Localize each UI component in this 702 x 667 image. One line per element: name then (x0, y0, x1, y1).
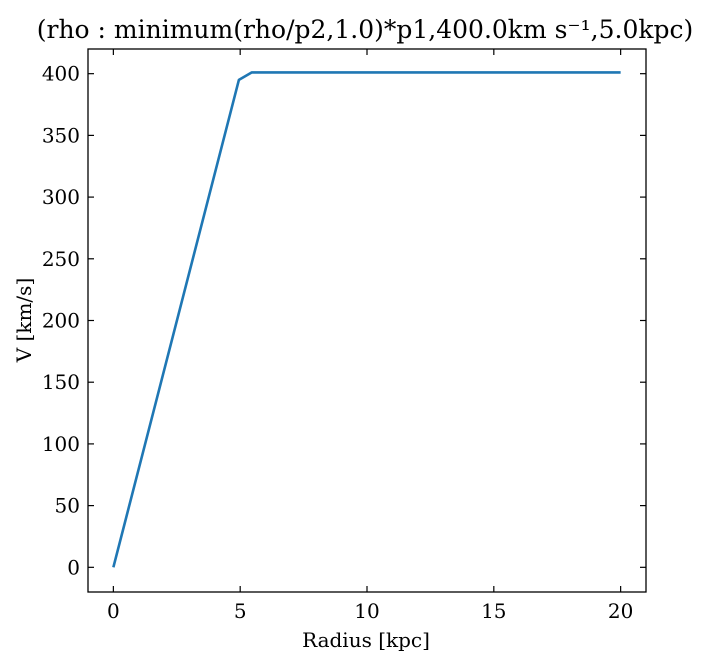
y-tick-label: 150 (42, 370, 80, 394)
y-tick-label: 350 (42, 123, 80, 147)
x-tick-label: 20 (608, 599, 633, 623)
y-tick-label: 300 (42, 185, 80, 209)
y-tick-label: 50 (55, 494, 80, 518)
plot-area (112, 71, 621, 568)
plot-frame (87, 48, 647, 593)
y-tick-label: 400 (42, 62, 80, 86)
x-tick-label: 10 (354, 599, 379, 623)
chart-title: (rho : minimum(rho/p2,1.0)*p1,400.0km s⁻… (37, 15, 694, 44)
series-line (112, 71, 621, 568)
y-tick-label: 250 (42, 247, 80, 271)
y-tick-label: 0 (67, 555, 80, 579)
y-tick-label: 100 (42, 432, 80, 456)
x-axis-label: Radius [kpc] (302, 628, 430, 652)
x-tick-label: 0 (107, 599, 120, 623)
x-tick-label: 15 (481, 599, 506, 623)
y-tick-label: 200 (42, 309, 80, 333)
y-axis-label: V [km/s] (12, 278, 36, 364)
x-tick-label: 5 (234, 599, 247, 623)
